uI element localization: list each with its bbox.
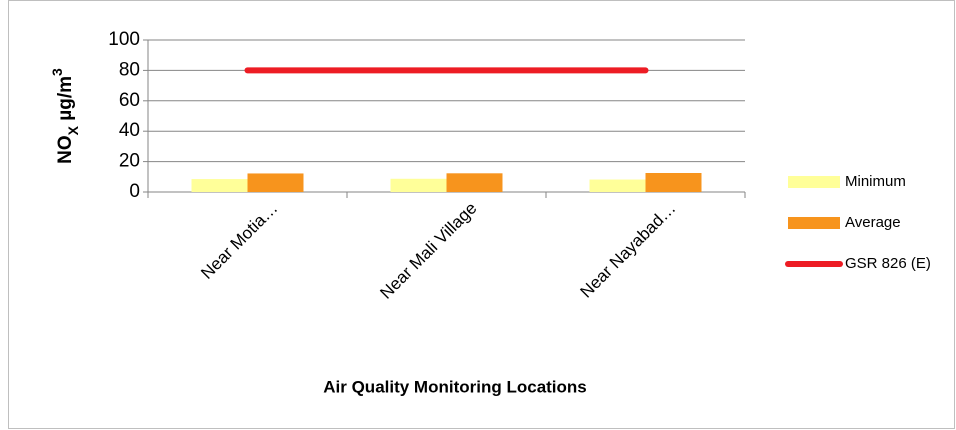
bar xyxy=(247,173,304,192)
x-axis-title: Air Quality Monitoring Locations xyxy=(323,377,587,396)
y-label-part: NO xyxy=(55,135,76,164)
y-tick-label: 100 xyxy=(108,29,140,50)
legend-label: Average xyxy=(845,214,901,231)
legend-label: Minimum xyxy=(845,173,906,190)
bar xyxy=(191,179,248,192)
y-label-part: µg/m xyxy=(55,76,76,126)
legend-swatch xyxy=(788,176,840,188)
y-label-sup: 3 xyxy=(49,68,65,76)
y-tick-label: 40 xyxy=(119,120,140,141)
y-tick-label: 20 xyxy=(119,151,140,172)
y-label-sub: X xyxy=(65,125,81,135)
y-tick-label: 60 xyxy=(119,90,140,111)
y-tick-label: 0 xyxy=(129,181,140,202)
bar xyxy=(446,173,503,192)
legend-label: GSR 826 (E) xyxy=(845,255,931,272)
y-axis-title: NOX µg/m3 xyxy=(49,68,81,164)
chart-border xyxy=(8,0,955,429)
bar xyxy=(645,173,702,192)
bar xyxy=(589,179,646,192)
legend-swatch xyxy=(788,217,840,229)
y-tick-label: 80 xyxy=(119,59,140,80)
bar xyxy=(390,178,447,192)
